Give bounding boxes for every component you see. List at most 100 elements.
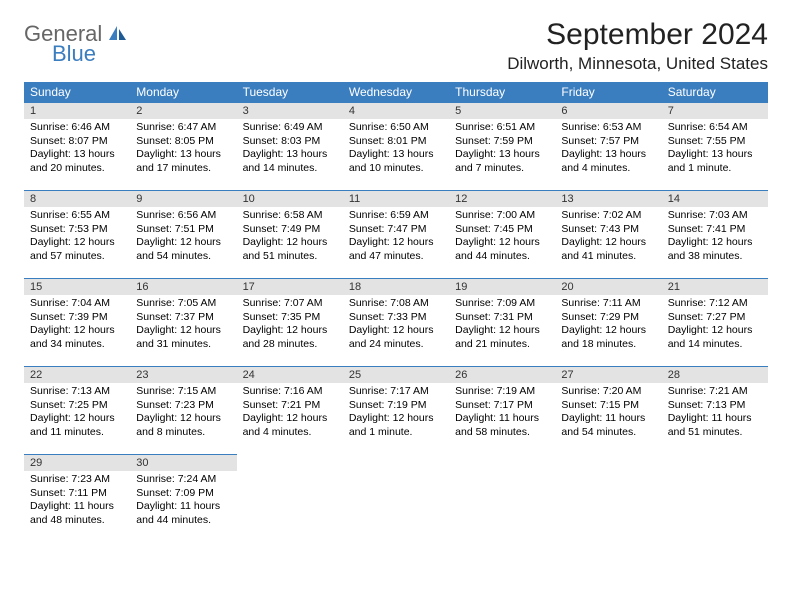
sunset-text: Sunset: 7:19 PM bbox=[349, 399, 445, 413]
day-number: 1 bbox=[24, 102, 130, 119]
sunset-text: Sunset: 7:37 PM bbox=[136, 311, 232, 325]
calendar-cell: 6Sunrise: 6:53 AMSunset: 7:57 PMDaylight… bbox=[555, 102, 661, 180]
sunrise-text: Sunrise: 7:08 AM bbox=[349, 297, 445, 311]
sunrise-text: Sunrise: 7:20 AM bbox=[561, 385, 657, 399]
sunrise-text: Sunrise: 6:58 AM bbox=[243, 209, 339, 223]
calendar-cell: 26Sunrise: 7:19 AMSunset: 7:17 PMDayligh… bbox=[449, 366, 555, 444]
day-number: 29 bbox=[24, 454, 130, 471]
brand-text: General Blue bbox=[24, 24, 128, 64]
day-info: Sunrise: 6:55 AMSunset: 7:53 PMDaylight:… bbox=[28, 209, 126, 264]
day-info: Sunrise: 7:20 AMSunset: 7:15 PMDaylight:… bbox=[559, 385, 657, 440]
day-info: Sunrise: 6:51 AMSunset: 7:59 PMDaylight:… bbox=[453, 121, 551, 176]
daylight-text: Daylight: 12 hours and 31 minutes. bbox=[136, 324, 232, 351]
sunset-text: Sunset: 7:55 PM bbox=[668, 135, 764, 149]
sunset-text: Sunset: 7:11 PM bbox=[30, 487, 126, 501]
day-number: 20 bbox=[555, 278, 661, 295]
daylight-text: Daylight: 11 hours and 58 minutes. bbox=[455, 412, 551, 439]
daylight-text: Daylight: 12 hours and 4 minutes. bbox=[243, 412, 339, 439]
calendar-cell: 1 Sunrise: 6:46 AMSunset: 8:07 PMDaylight… bbox=[24, 102, 130, 180]
calendar-cell: 29Sunrise: 7:23 AMSunset: 7:11 PMDayligh… bbox=[24, 454, 130, 532]
day-info: Sunrise: 7:05 AMSunset: 7:37 PMDaylight:… bbox=[134, 297, 232, 352]
daylight-text: Daylight: 13 hours and 7 minutes. bbox=[455, 148, 551, 175]
sunset-text: Sunset: 8:01 PM bbox=[349, 135, 445, 149]
calendar-cell: 27 Sunrise: 7:20 AMSunset: 7:15 PMDayligh… bbox=[555, 366, 661, 444]
calendar-cell: 25 Sunrise: 7:17 AMSunset: 7:19 PMDayligh… bbox=[343, 366, 449, 444]
day-info: Sunrise: 7:00 AMSunset: 7:45 PMDaylight:… bbox=[453, 209, 551, 264]
day-info: Sunrise: 6:47 AMSunset: 8:05 PMDaylight:… bbox=[134, 121, 232, 176]
sunset-text: Sunset: 7:29 PM bbox=[561, 311, 657, 325]
day-number: 28 bbox=[662, 366, 768, 383]
day-number: 30 bbox=[130, 454, 236, 471]
sunset-text: Sunset: 7:49 PM bbox=[243, 223, 339, 237]
day-info: Sunrise: 6:50 AMSunset: 8:01 PMDaylight:… bbox=[347, 121, 445, 176]
calendar-cell bbox=[237, 454, 343, 532]
page-header: General Blue September 2024 Dilworth, Mi… bbox=[24, 18, 768, 74]
sunrise-text: Sunrise: 7:24 AM bbox=[136, 473, 232, 487]
day-header: Tuesday bbox=[237, 82, 343, 102]
title-block: September 2024 Dilworth, Minnesota, Unit… bbox=[507, 18, 768, 74]
calendar-cell: 28Sunrise: 7:21 AMSunset: 7:13 PMDayligh… bbox=[662, 366, 768, 444]
calendar-week: 29Sunrise: 7:23 AMSunset: 7:11 PMDayligh… bbox=[24, 454, 768, 540]
day-number: 14 bbox=[662, 190, 768, 207]
day-info: Sunrise: 6:46 AMSunset: 8:07 PMDaylight:… bbox=[28, 121, 126, 176]
calendar-cell bbox=[449, 454, 555, 532]
sunset-text: Sunset: 7:21 PM bbox=[243, 399, 339, 413]
day-info: Sunrise: 7:17 AMSunset: 7:19 PMDaylight:… bbox=[347, 385, 445, 440]
day-info: Sunrise: 6:53 AMSunset: 7:57 PMDaylight:… bbox=[559, 121, 657, 176]
day-number: 19 bbox=[449, 278, 555, 295]
day-number: 9 bbox=[130, 190, 236, 207]
weeks-container: 1 Sunrise: 6:46 AMSunset: 8:07 PMDaylight… bbox=[24, 102, 768, 540]
day-number: 21 bbox=[662, 278, 768, 295]
calendar-cell: 23Sunrise: 7:15 AMSunset: 7:23 PMDayligh… bbox=[130, 366, 236, 444]
calendar-cell: 9Sunrise: 6:56 AMSunset: 7:51 PMDaylight… bbox=[130, 190, 236, 268]
sunset-text: Sunset: 7:41 PM bbox=[668, 223, 764, 237]
day-header: Saturday bbox=[662, 82, 768, 102]
day-number: 25 bbox=[343, 366, 449, 383]
sunrise-text: Sunrise: 7:03 AM bbox=[668, 209, 764, 223]
calendar-cell: 7Sunrise: 6:54 AMSunset: 7:55 PMDaylight… bbox=[662, 102, 768, 180]
day-number: 8 bbox=[24, 190, 130, 207]
calendar-cell bbox=[662, 454, 768, 532]
daylight-text: Daylight: 11 hours and 44 minutes. bbox=[136, 500, 232, 527]
sunset-text: Sunset: 8:05 PM bbox=[136, 135, 232, 149]
sunrise-text: Sunrise: 6:50 AM bbox=[349, 121, 445, 135]
day-number: 4 bbox=[343, 102, 449, 119]
sunset-text: Sunset: 7:59 PM bbox=[455, 135, 551, 149]
day-info: Sunrise: 7:11 AMSunset: 7:29 PMDaylight:… bbox=[559, 297, 657, 352]
sunrise-text: Sunrise: 7:09 AM bbox=[455, 297, 551, 311]
day-info: Sunrise: 7:03 AMSunset: 7:41 PMDaylight:… bbox=[666, 209, 764, 264]
day-info: Sunrise: 7:02 AMSunset: 7:43 PMDaylight:… bbox=[559, 209, 657, 264]
sunset-text: Sunset: 8:03 PM bbox=[243, 135, 339, 149]
sunrise-text: Sunrise: 7:21 AM bbox=[668, 385, 764, 399]
daylight-text: Daylight: 12 hours and 11 minutes. bbox=[30, 412, 126, 439]
sunrise-text: Sunrise: 7:16 AM bbox=[243, 385, 339, 399]
day-number: 10 bbox=[237, 190, 343, 207]
sunset-text: Sunset: 7:51 PM bbox=[136, 223, 232, 237]
daylight-text: Daylight: 13 hours and 1 minute. bbox=[668, 148, 764, 175]
daylight-text: Daylight: 13 hours and 4 minutes. bbox=[561, 148, 657, 175]
day-number: 27 bbox=[555, 366, 661, 383]
calendar-cell: 4 Sunrise: 6:50 AMSunset: 8:01 PMDaylight… bbox=[343, 102, 449, 180]
day-info: Sunrise: 7:19 AMSunset: 7:17 PMDaylight:… bbox=[453, 385, 551, 440]
calendar-week: 8 Sunrise: 6:55 AMSunset: 7:53 PMDaylight… bbox=[24, 190, 768, 276]
sunset-text: Sunset: 7:09 PM bbox=[136, 487, 232, 501]
daylight-text: Daylight: 13 hours and 20 minutes. bbox=[30, 148, 126, 175]
day-info: Sunrise: 7:13 AMSunset: 7:25 PMDaylight:… bbox=[28, 385, 126, 440]
day-header: Wednesday bbox=[343, 82, 449, 102]
sunrise-text: Sunrise: 7:04 AM bbox=[30, 297, 126, 311]
daylight-text: Daylight: 11 hours and 48 minutes. bbox=[30, 500, 126, 527]
sunrise-text: Sunrise: 6:46 AM bbox=[30, 121, 126, 135]
daylight-text: Daylight: 12 hours and 44 minutes. bbox=[455, 236, 551, 263]
daylight-text: Daylight: 13 hours and 17 minutes. bbox=[136, 148, 232, 175]
day-header: Friday bbox=[555, 82, 661, 102]
sunrise-text: Sunrise: 6:47 AM bbox=[136, 121, 232, 135]
calendar-cell: 11Sunrise: 6:59 AMSunset: 7:47 PMDayligh… bbox=[343, 190, 449, 268]
sunset-text: Sunset: 7:27 PM bbox=[668, 311, 764, 325]
calendar-cell: 30 Sunrise: 7:24 AMSunset: 7:09 PMDayligh… bbox=[130, 454, 236, 532]
daylight-text: Daylight: 13 hours and 10 minutes. bbox=[349, 148, 445, 175]
daylight-text: Daylight: 12 hours and 38 minutes. bbox=[668, 236, 764, 263]
calendar-cell: 17Sunrise: 7:07 AMSunset: 7:35 PMDayligh… bbox=[237, 278, 343, 356]
daylight-text: Daylight: 13 hours and 14 minutes. bbox=[243, 148, 339, 175]
calendar-week: 15Sunrise: 7:04 AMSunset: 7:39 PMDayligh… bbox=[24, 278, 768, 364]
day-number: 7 bbox=[662, 102, 768, 119]
